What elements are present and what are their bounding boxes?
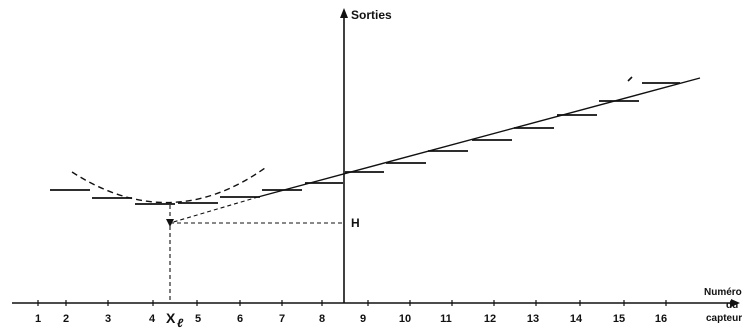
xl-label: X — [166, 310, 176, 326]
dashed-extension — [169, 196, 259, 224]
parabola-curve — [71, 167, 266, 204]
sensor-number: 13 — [527, 313, 539, 325]
sensor-number: 10 — [399, 313, 411, 325]
sensor-number: 8 — [319, 313, 325, 325]
sensor-number: 2 — [63, 313, 69, 325]
sensor-number: 4 — [149, 313, 156, 325]
x-axis-label-line-3: capteur — [706, 313, 742, 324]
sensor-number-labels: 1 2 3 4 5 6 7 8 9 10 11 12 13 14 15 16 — [35, 313, 667, 325]
sensor-number: 5 — [195, 313, 201, 325]
sensor-number: 14 — [570, 313, 583, 325]
h-label: H — [351, 216, 360, 230]
y-axis-label: Sorties — [351, 8, 392, 22]
x-axis-label-line-1: Numéro — [704, 287, 742, 298]
sensor-number: 11 — [440, 313, 452, 325]
sensor-number: 6 — [237, 313, 243, 325]
sensor-number: 1 — [35, 313, 41, 325]
x-axis-arrowhead — [731, 299, 740, 307]
x-axis-ticks — [37, 300, 667, 306]
sensor-number: 16 — [655, 313, 667, 325]
fitted-line — [257, 77, 701, 198]
xl-arrowhead — [166, 219, 174, 227]
y-axis-arrowhead — [340, 8, 348, 18]
xl-label-subscript: ℓ — [177, 316, 184, 330]
sensor-number: 15 — [613, 313, 625, 325]
sensor-number: 9 — [360, 313, 366, 325]
sensor-number: 12 — [484, 313, 496, 325]
sensor-output-steps — [50, 82, 680, 205]
x-axis-label-line-2: du — [726, 300, 738, 311]
sensor-number: 7 — [279, 313, 285, 325]
small-mark — [627, 76, 633, 82]
sensor-number: 3 — [105, 313, 111, 325]
